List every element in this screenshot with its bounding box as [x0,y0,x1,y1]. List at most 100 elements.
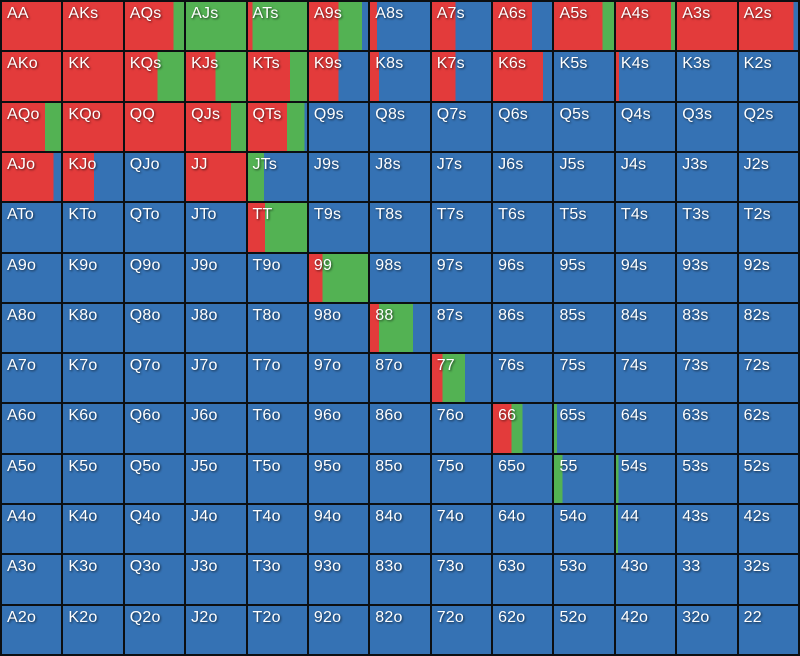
hand-cell-AJo[interactable]: AJo [2,152,62,202]
hand-cell-T9o[interactable]: T9o [247,253,307,302]
hand-cell-Q9s[interactable]: Q9s [308,102,369,151]
hand-cell-J2s[interactable]: J2s [738,152,798,202]
hand-cell-T7o[interactable]: T7o [247,354,307,403]
hand-cell-75o[interactable]: 75o [431,454,492,504]
hand-cell-J4s[interactable]: J4s [615,152,676,202]
hand-cell-76o[interactable]: 76o [431,404,492,453]
hand-cell-84s[interactable]: 84s [615,303,676,353]
hand-cell-97o[interactable]: 97o [308,354,369,403]
hand-cell-J9s[interactable]: J9s [308,152,369,202]
hand-cell-73o[interactable]: 73o [431,555,492,604]
hand-cell-65o[interactable]: 65o [493,454,553,504]
hand-cell-K9o[interactable]: K9o [63,253,123,302]
hand-cell-JTs[interactable]: JTs [247,152,307,202]
hand-cell-A9o[interactable]: A9o [2,253,62,302]
hand-cell-83o[interactable]: 83o [370,555,430,604]
hand-cell-T5s[interactable]: T5s [554,203,614,252]
hand-cell-Q7o[interactable]: Q7o [124,354,185,403]
hand-cell-TT[interactable]: TT [247,203,307,252]
hand-cell-K2o[interactable]: K2o [63,605,123,654]
hand-cell-JTo[interactable]: JTo [186,203,246,252]
hand-cell-53s[interactable]: 53s [677,454,737,504]
hand-cell-43s[interactable]: 43s [677,505,737,554]
hand-cell-J5s[interactable]: J5s [554,152,614,202]
hand-cell-43o[interactable]: 43o [615,555,676,604]
hand-cell-KJs[interactable]: KJs [186,52,246,101]
hand-cell-J7o[interactable]: J7o [186,354,246,403]
hand-cell-K5s[interactable]: K5s [554,52,614,101]
hand-cell-A7s[interactable]: A7s [431,2,492,51]
hand-cell-A6o[interactable]: A6o [2,404,62,453]
hand-cell-T9s[interactable]: T9s [308,203,369,252]
hand-cell-62o[interactable]: 62o [493,605,553,654]
hand-cell-98o[interactable]: 98o [308,303,369,353]
hand-cell-99[interactable]: 99 [308,253,369,302]
hand-cell-97s[interactable]: 97s [431,253,492,302]
hand-cell-J9o[interactable]: J9o [186,253,246,302]
hand-cell-A8s[interactable]: A8s [370,2,430,51]
hand-cell-T2o[interactable]: T2o [247,605,307,654]
hand-cell-QJo[interactable]: QJo [124,152,185,202]
hand-cell-Q2o[interactable]: Q2o [124,605,185,654]
hand-cell-K3s[interactable]: K3s [677,52,737,101]
hand-cell-52s[interactable]: 52s [738,454,798,504]
hand-cell-96s[interactable]: 96s [493,253,553,302]
hand-cell-K8s[interactable]: K8s [370,52,430,101]
hand-cell-44[interactable]: 44 [615,505,676,554]
hand-cell-T8s[interactable]: T8s [370,203,430,252]
hand-cell-AQs[interactable]: AQs [124,2,185,51]
hand-cell-T6s[interactable]: T6s [493,203,553,252]
hand-cell-QJs[interactable]: QJs [186,102,246,151]
hand-cell-Q4s[interactable]: Q4s [615,102,676,151]
hand-cell-Q2s[interactable]: Q2s [738,102,798,151]
hand-cell-Q7s[interactable]: Q7s [431,102,492,151]
hand-cell-J7s[interactable]: J7s [431,152,492,202]
hand-cell-53o[interactable]: 53o [554,555,614,604]
hand-cell-96o[interactable]: 96o [308,404,369,453]
hand-cell-Q8o[interactable]: Q8o [124,303,185,353]
hand-cell-82o[interactable]: 82o [370,605,430,654]
hand-cell-74o[interactable]: 74o [431,505,492,554]
hand-cell-92s[interactable]: 92s [738,253,798,302]
hand-cell-J5o[interactable]: J5o [186,454,246,504]
hand-cell-K7s[interactable]: K7s [431,52,492,101]
hand-cell-86o[interactable]: 86o [370,404,430,453]
hand-cell-J2o[interactable]: J2o [186,605,246,654]
hand-cell-87s[interactable]: 87s [431,303,492,353]
hand-cell-74s[interactable]: 74s [615,354,676,403]
hand-cell-85s[interactable]: 85s [554,303,614,353]
hand-cell-22[interactable]: 22 [738,605,798,654]
hand-cell-Q5s[interactable]: Q5s [554,102,614,151]
hand-cell-95s[interactable]: 95s [554,253,614,302]
hand-cell-K9s[interactable]: K9s [308,52,369,101]
hand-cell-64s[interactable]: 64s [615,404,676,453]
hand-cell-A6s[interactable]: A6s [493,2,553,51]
hand-cell-A4o[interactable]: A4o [2,505,62,554]
hand-cell-J6s[interactable]: J6s [493,152,553,202]
hand-cell-A2o[interactable]: A2o [2,605,62,654]
hand-cell-AQo[interactable]: AQo [2,102,62,151]
hand-cell-AKs[interactable]: AKs [63,2,123,51]
hand-cell-76s[interactable]: 76s [493,354,553,403]
hand-cell-32o[interactable]: 32o [677,605,737,654]
hand-cell-82s[interactable]: 82s [738,303,798,353]
hand-cell-K4o[interactable]: K4o [63,505,123,554]
hand-cell-A8o[interactable]: A8o [2,303,62,353]
hand-cell-K4s[interactable]: K4s [615,52,676,101]
hand-cell-72s[interactable]: 72s [738,354,798,403]
hand-cell-92o[interactable]: 92o [308,605,369,654]
hand-cell-55[interactable]: 55 [554,454,614,504]
hand-cell-K8o[interactable]: K8o [63,303,123,353]
hand-cell-A9s[interactable]: A9s [308,2,369,51]
hand-cell-Q3o[interactable]: Q3o [124,555,185,604]
hand-cell-AJs[interactable]: AJs [186,2,246,51]
hand-cell-A5s[interactable]: A5s [554,2,614,51]
hand-cell-J6o[interactable]: J6o [186,404,246,453]
hand-cell-ATs[interactable]: ATs [247,2,307,51]
hand-cell-95o[interactable]: 95o [308,454,369,504]
hand-cell-75s[interactable]: 75s [554,354,614,403]
hand-cell-K3o[interactable]: K3o [63,555,123,604]
hand-cell-JJ[interactable]: JJ [186,152,246,202]
hand-cell-73s[interactable]: 73s [677,354,737,403]
hand-cell-88[interactable]: 88 [370,303,430,353]
